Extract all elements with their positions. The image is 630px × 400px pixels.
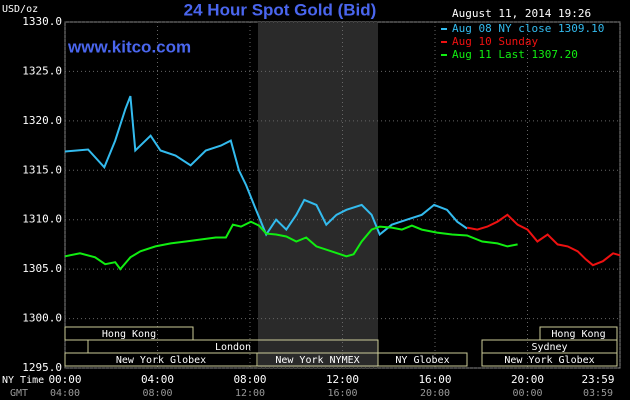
- y-tick-label: 1305.0: [22, 262, 62, 275]
- legend-label: Aug 08 NY close 1309.10: [452, 22, 604, 35]
- session-label: New York Globex: [504, 355, 594, 366]
- line: [64, 95, 468, 237]
- x2-tick-label: 16:00: [327, 388, 357, 399]
- session-label: London: [215, 342, 251, 353]
- line: [466, 213, 621, 267]
- legend-label: Aug 11 Last 1307.20: [452, 48, 578, 61]
- y-tick-label: 1320.0: [22, 114, 62, 127]
- session-label: Hong Kong: [102, 329, 156, 340]
- x-tick-label: 20:00: [511, 373, 544, 386]
- x-tick-label: 04:00: [141, 373, 174, 386]
- session-box: [377, 352, 468, 367]
- line: [64, 220, 518, 271]
- x2-tick-label: 08:00: [142, 388, 172, 399]
- y-unit: USD/oz: [2, 4, 38, 15]
- x-tick-label: 08:00: [233, 373, 266, 386]
- x2-tick-label: 12:00: [235, 388, 265, 399]
- y-tick-label: 1300.0: [22, 312, 62, 325]
- x-tick-label: 00:00: [48, 373, 81, 386]
- chart-title: 24 Hour Spot Gold (Bid): [184, 0, 377, 19]
- y-tick-label: 1295.0: [22, 361, 62, 374]
- y-tick-label: 1310.0: [22, 213, 62, 226]
- session-label: New York NYMEX: [275, 355, 359, 366]
- x2-tick-label: 00:00: [512, 388, 542, 399]
- session-label: Hong Kong: [551, 329, 605, 340]
- timestamp: August 11, 2014 19:26: [452, 7, 591, 20]
- y-tick-label: 1315.0: [22, 163, 62, 176]
- session-box: [481, 352, 618, 367]
- session-label: NY Globex: [395, 355, 449, 366]
- x2-tick-label: 04:00: [50, 388, 80, 399]
- session-label: Sydney: [531, 342, 567, 353]
- x-tick-label: 12:00: [326, 373, 359, 386]
- x-label: NY Time: [2, 375, 44, 386]
- x2-tick-label: 20:00: [420, 388, 450, 399]
- watermark: www.kitco.com: [67, 37, 191, 56]
- x-tick-label: 16:00: [418, 373, 451, 386]
- y-tick-label: 1330.0: [22, 15, 62, 28]
- x2-label: GMT: [10, 388, 28, 399]
- x-tick-label: 23:59: [581, 373, 614, 386]
- y-tick-label: 1325.0: [22, 64, 62, 77]
- shaded-session: [258, 22, 378, 368]
- legend-label: Aug 10 Sunday: [452, 35, 538, 48]
- session-label: New York Globex: [116, 355, 206, 366]
- x2-tick-label: 03:59: [583, 388, 613, 399]
